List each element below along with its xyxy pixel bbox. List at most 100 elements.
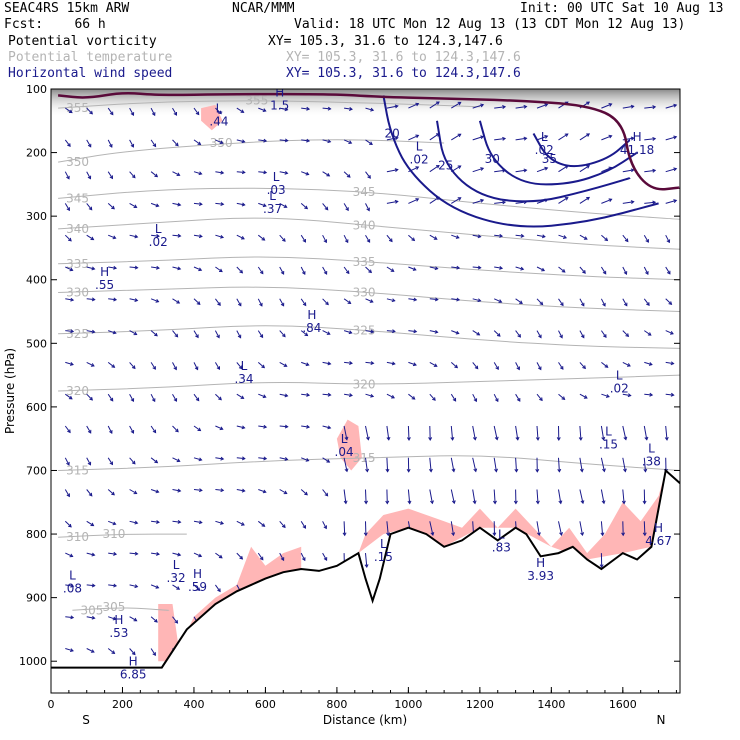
wind-vector-head (435, 164, 440, 169)
wind-vector-head (673, 167, 678, 172)
wind-vector-head (394, 136, 399, 141)
wind-vector-head (386, 532, 391, 537)
wind-vector (472, 136, 484, 141)
wind-vector-head (87, 429, 92, 434)
wind-vector-head (133, 490, 138, 495)
theta-label-340: 340 (66, 222, 89, 236)
wind-vector-head (196, 301, 201, 305)
wind-vector-head (457, 197, 462, 201)
wind-vector (279, 552, 285, 561)
y-tick-label: 300 (26, 210, 47, 223)
wind-vector-head (578, 437, 583, 441)
wind-vector-head (280, 302, 285, 307)
wind-vector-head (198, 202, 203, 207)
wind-vector-head (649, 392, 654, 397)
x-axis-title: Distance (km) (323, 713, 407, 727)
wind-vector (515, 234, 524, 237)
extremum-value: .02 (610, 381, 629, 395)
wind-vector (258, 489, 266, 493)
field-name-theta: Potential temperature (8, 50, 173, 65)
wind-vector (472, 199, 484, 204)
wind-vector (151, 520, 160, 523)
wind-vector (300, 203, 308, 209)
wind-vector (558, 197, 569, 204)
pv-fill-patch (358, 470, 666, 560)
wind-vector-head (197, 427, 202, 432)
wind-vector-head (261, 237, 266, 241)
wind-vector-head (347, 300, 352, 304)
wind-vector-head (480, 198, 485, 203)
wind-vector-head (326, 331, 331, 335)
high-marker: H (193, 567, 202, 581)
wind-vector (108, 234, 116, 239)
low-marker: L (605, 424, 612, 438)
wind-vector (322, 139, 331, 143)
wind-vector-head (237, 302, 242, 307)
wind-vector-head (112, 330, 117, 335)
wind-vector (172, 139, 179, 147)
wind-vector (665, 168, 677, 173)
wind-vector (386, 266, 394, 272)
wind-vector (236, 520, 245, 526)
wind-vector (322, 393, 331, 396)
wind-vector (343, 234, 349, 243)
wind-vector-head (90, 363, 95, 367)
extremum-value: .55 (95, 278, 114, 292)
wind-vector (622, 298, 628, 306)
low-marker: L (498, 527, 505, 541)
wind-vector (515, 266, 524, 270)
wind-vector (665, 361, 674, 365)
theta-label-335: 335 (353, 255, 376, 269)
wind-vector (579, 298, 585, 307)
wind-vector (108, 616, 116, 620)
wind-vector (558, 393, 565, 400)
wind-vector-head (538, 334, 542, 339)
wind-vector-head (306, 392, 311, 397)
wind-vector-head (326, 459, 331, 463)
wind-vector-head (134, 584, 139, 589)
wind-vector (343, 457, 348, 472)
wind-vector (558, 165, 569, 173)
wind-vector-head (480, 167, 485, 171)
wind-vector-head (198, 267, 203, 272)
wind-vector (193, 425, 201, 432)
wind-vector-head (621, 532, 626, 537)
wind-vector-head (477, 234, 482, 239)
wind-vector (107, 139, 113, 148)
high-marker: H (633, 130, 642, 144)
wind-vector (279, 361, 287, 367)
wind-vector-head (262, 203, 267, 208)
wind-vector (236, 298, 242, 306)
wind-vector (150, 425, 157, 433)
y-tick-label: 1000 (19, 655, 47, 668)
wind-vector (236, 330, 242, 338)
theta-label-310: 310 (102, 527, 125, 541)
wind-vector-head (391, 298, 396, 303)
extremum-value: 4.67 (645, 534, 672, 548)
wind-vector (343, 171, 351, 178)
wind-vector (536, 167, 548, 173)
wind-vector (536, 521, 540, 536)
wind-vector (343, 139, 352, 144)
wind-vector-head (305, 171, 310, 176)
y-tick-label: 900 (26, 592, 47, 605)
wind-vector-head (652, 105, 657, 110)
wind-vector (451, 133, 461, 141)
wind-label-20: 20 (385, 127, 400, 141)
field-xy-pv: XY= 105.3, 31.6 to 124.3,147.6 (268, 34, 503, 49)
wind-vector (343, 266, 350, 274)
wind-vector (300, 266, 306, 275)
wind-vector (643, 234, 649, 243)
y-axis-title: Pressure (hPa) (3, 348, 17, 434)
y-tick-label: 400 (26, 274, 47, 287)
theta-contour-345 (58, 187, 680, 220)
wind-vector (365, 139, 373, 145)
wind-vector-head (626, 363, 631, 367)
wind-vector (107, 648, 115, 654)
wind-vector-head (174, 142, 179, 147)
wind-vector (365, 457, 368, 472)
extremum-value: .37 (263, 202, 282, 216)
wind-vector (365, 234, 371, 243)
wind-vector-head (627, 393, 632, 398)
x-tick-label: 0 (48, 698, 55, 711)
